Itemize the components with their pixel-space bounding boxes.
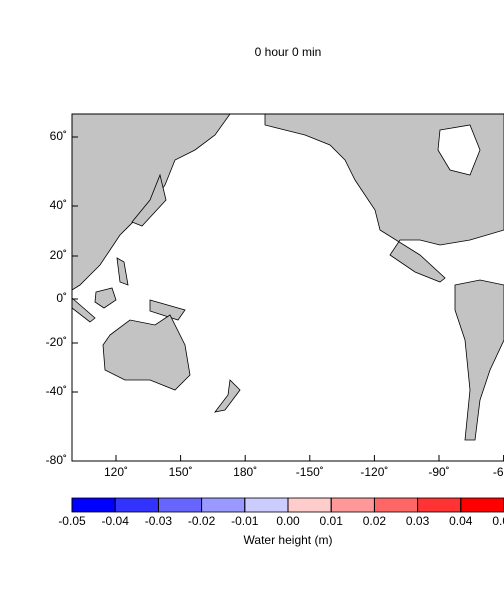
colorbar-segment xyxy=(157,497,202,513)
colorbar-label: -0.03 xyxy=(145,514,173,528)
hudson-bay xyxy=(437,124,481,176)
colorbar-label: 0.00 xyxy=(276,514,300,528)
colorbar-segment xyxy=(373,497,418,513)
colorbar-label: -0.01 xyxy=(231,514,259,528)
lon-label: 150˚ xyxy=(169,465,193,479)
colorbar-segment xyxy=(114,497,159,513)
borneo xyxy=(94,287,117,309)
title: 0 hour 0 min xyxy=(255,45,322,59)
colorbar-segment xyxy=(330,497,375,513)
japan xyxy=(131,173,167,227)
colorbar-label: 0.03 xyxy=(406,514,430,528)
colorbar-label: -0.05 xyxy=(58,514,86,528)
lat-label: 60˚ xyxy=(50,129,67,143)
lon-label: -150˚ xyxy=(296,465,324,479)
philippines xyxy=(116,257,129,286)
colorbar-label: 0.05 xyxy=(492,514,504,528)
lat-label: 0˚ xyxy=(56,291,67,305)
lat-label: -80˚ xyxy=(46,453,67,467)
map-frame xyxy=(71,113,504,462)
colorbar-segment xyxy=(287,497,332,513)
colorbar-segment xyxy=(244,497,289,513)
colorbar-label: -0.02 xyxy=(188,514,216,528)
lat-label: 20˚ xyxy=(50,248,67,262)
colorbar-title: Water height (m) xyxy=(244,533,333,547)
lon-label: -90˚ xyxy=(428,465,449,479)
lon-label: 120˚ xyxy=(104,465,128,479)
lon-label: 180˚ xyxy=(233,465,257,479)
lat-label: 40˚ xyxy=(50,198,67,212)
sumatra xyxy=(72,297,96,323)
colorbar-label: 0.01 xyxy=(320,514,344,528)
south-america xyxy=(454,279,504,441)
land xyxy=(72,114,504,441)
lon-label: -60˚ xyxy=(493,465,504,479)
lat-label: -40˚ xyxy=(46,384,67,398)
colorbar-segment xyxy=(460,497,504,513)
colorbar-segment xyxy=(201,497,246,513)
new-guinea xyxy=(149,299,186,321)
lon-label: -120˚ xyxy=(360,465,388,479)
colorbar-segment xyxy=(417,497,462,513)
colorbar-label: -0.04 xyxy=(102,514,130,528)
australia xyxy=(102,314,191,391)
lat-label: -20˚ xyxy=(46,335,67,349)
colorbar-label: 0.04 xyxy=(449,514,473,528)
colorbar-label: 0.02 xyxy=(363,514,387,528)
new-zealand xyxy=(214,379,241,413)
colorbar-segment xyxy=(71,497,116,513)
